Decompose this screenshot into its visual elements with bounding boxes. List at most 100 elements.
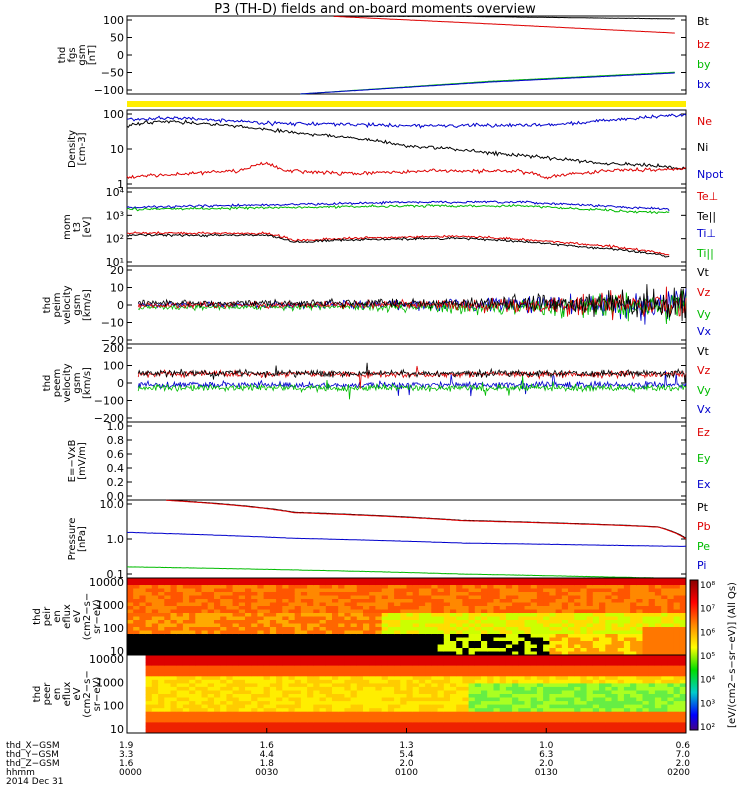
spectrogram-cell [425, 729, 432, 734]
spectrogram-cell [344, 630, 352, 635]
spectrogram-cell [648, 599, 656, 603]
spectrogram-cell [617, 578, 625, 582]
spectrogram-cell [182, 694, 190, 698]
spectrogram-cell [574, 704, 581, 709]
spectrogram-cell [512, 651, 519, 656]
spectrogram-cell [654, 606, 662, 610]
spectrogram-cell [456, 679, 463, 684]
spectrogram-cell [214, 655, 221, 659]
spectrogram-cell [375, 613, 383, 617]
spectrogram-cell [487, 729, 494, 734]
spectrogram-cell [151, 630, 159, 635]
spectrogram-cell [363, 672, 370, 677]
spectrogram-cell [580, 595, 588, 600]
spectrogram-cell [443, 708, 451, 713]
spectrogram-cell [443, 623, 451, 628]
spectrogram-cell [673, 669, 681, 674]
spectrogram-cell [400, 701, 407, 706]
spectrogram-cell [673, 729, 681, 734]
spectrogram-cell [238, 662, 246, 667]
spectrogram-cell [164, 592, 171, 596]
spectrogram-cell [207, 718, 215, 723]
spectrogram-cell [667, 655, 675, 659]
spectrogram-cell [437, 725, 445, 730]
spectrogram-cell [164, 641, 171, 645]
legend-Pe: Pe [697, 540, 710, 553]
spectrogram-cell [133, 578, 140, 582]
spectrogram-cell [245, 623, 252, 628]
spectrogram-cell [412, 634, 420, 638]
spectrogram-cell [456, 725, 463, 730]
y-axis-label: [nT] [87, 45, 98, 65]
y-axis-label: peir [42, 606, 53, 626]
spectrogram-cell [468, 627, 476, 631]
spectrogram-cell [437, 676, 445, 681]
spectrogram-cell [549, 711, 557, 716]
spectrogram-cell [524, 665, 532, 670]
spectrogram-cell [344, 634, 352, 638]
spectrogram-cell [201, 602, 209, 607]
spectrogram-cell [623, 718, 631, 723]
spectrogram-cell [654, 630, 662, 635]
spectrogram-cell [530, 725, 538, 730]
spectrogram-cell [151, 690, 159, 695]
spectrogram-cell [654, 616, 662, 621]
spectrogram-cell [568, 690, 575, 695]
spectrogram-cell [269, 641, 277, 645]
spectrogram-cell [580, 711, 588, 716]
spectrogram-cell [276, 662, 283, 667]
spectrogram-cell [617, 637, 625, 642]
spectrogram-cell [350, 662, 358, 667]
y-axis-label: thd [42, 375, 53, 392]
spectrogram-cell [568, 655, 575, 659]
spectrogram-cell [307, 669, 314, 674]
spectrogram-cell [418, 672, 426, 677]
spectrogram-cell [170, 676, 178, 681]
spectrogram-cell [481, 704, 488, 709]
spectrogram-cell [127, 644, 134, 649]
y-axis-label: [eV] [82, 217, 93, 238]
spectrogram-cell [512, 613, 519, 617]
spectrogram-cell [282, 634, 289, 638]
spectrogram-cell [276, 697, 283, 702]
spectrogram-cell [418, 634, 426, 638]
spectrogram-cell [530, 711, 538, 716]
spectrogram-cell [381, 669, 389, 674]
spectrogram-cell [189, 704, 196, 709]
spectrogram-cell [418, 725, 426, 730]
spectrogram-cell [437, 704, 445, 709]
spectrogram-cell [332, 665, 339, 670]
spectrogram-cell [592, 644, 600, 649]
spectrogram-cell [661, 694, 668, 698]
spectrogram-cell [630, 630, 637, 635]
spectrogram-cell [344, 623, 352, 628]
spectrogram-cell [568, 658, 575, 663]
spectrogram-cell [450, 676, 457, 681]
spectrogram-cell [319, 662, 327, 667]
spectrogram-cell [431, 648, 438, 652]
spectrogram-cell [369, 585, 376, 589]
spectrogram-cell [425, 672, 432, 677]
spectrogram-cell [369, 606, 376, 610]
spectrogram-cell [530, 718, 538, 723]
spectrogram-cell [201, 704, 209, 709]
spectrogram-cell [425, 697, 432, 702]
spectrogram-cell [127, 679, 134, 684]
panel-density [126, 109, 687, 189]
spectrogram-cell [300, 588, 308, 593]
spectrogram-cell [307, 581, 314, 586]
spectrogram-cell [568, 683, 575, 688]
spectrogram-cell [151, 658, 159, 663]
spectrogram-cell [481, 644, 488, 649]
spectrogram-cell [245, 711, 252, 716]
spectrogram-cell [263, 651, 271, 656]
spectrogram-cell [673, 641, 681, 645]
spectrogram-cell [214, 725, 221, 730]
spectrogram-cell [282, 613, 289, 617]
spectrogram-cell [332, 708, 339, 713]
spectrogram-cell [319, 613, 327, 617]
spectrogram-cell [245, 704, 252, 709]
spectrogram-cell [319, 581, 327, 586]
spectrogram-cell [549, 585, 557, 589]
spectrogram-cell [381, 620, 389, 624]
